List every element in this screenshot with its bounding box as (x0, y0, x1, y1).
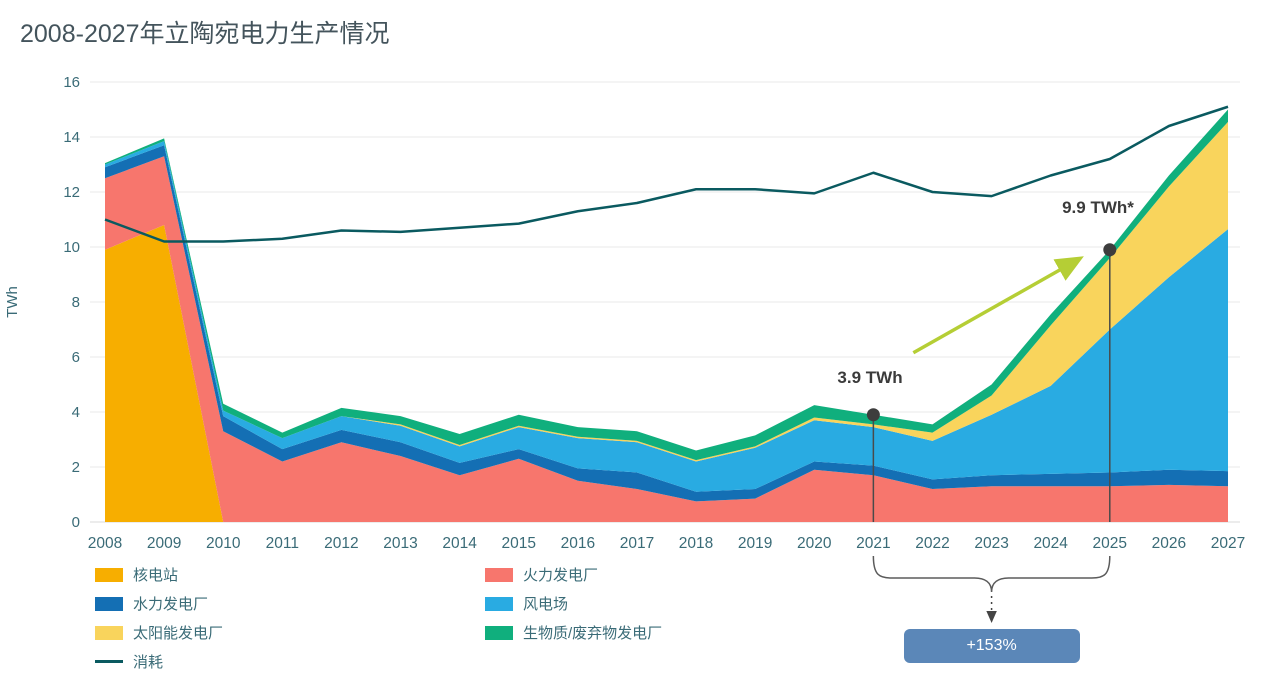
y-tick-label: 10 (63, 239, 80, 256)
legend-label: 生物质/废弃物发电厂 (523, 625, 663, 642)
x-tick-label: 2021 (856, 535, 890, 552)
x-tick-label: 2022 (915, 535, 949, 552)
legend-item: 太阳能发电厂 (95, 618, 485, 647)
x-tick-label: 2023 (974, 535, 1008, 552)
legend-label: 太阳能发电厂 (133, 625, 224, 642)
legend-row: 水力发电厂 风电场 (95, 589, 875, 618)
x-tick-label: 2010 (206, 535, 241, 552)
area-series-3 (105, 141, 1228, 492)
y-tick-label: 8 (72, 294, 80, 311)
x-tick-label: 2011 (266, 535, 299, 552)
y-tick-label: 16 (63, 74, 80, 91)
legend-label: 水力发电厂 (133, 596, 209, 613)
legend-item: 核电站 (95, 560, 485, 589)
x-tick-label: 2024 (1033, 535, 1068, 552)
growth-arrow (912, 256, 1084, 355)
legend-label: 核电站 (133, 567, 179, 584)
x-tick-label: 2025 (1093, 535, 1127, 552)
y-tick-label: 12 (63, 184, 80, 201)
y-tick-label: 0 (72, 514, 80, 531)
legend-swatch (95, 625, 123, 640)
legend-swatch (485, 596, 513, 611)
legend-item: 火力发电厂 (485, 560, 875, 589)
legend-swatch (95, 660, 123, 663)
x-tick-label: 2015 (501, 535, 535, 552)
y-tick-label: 14 (63, 129, 80, 146)
annotation-2021-value: 3.9 TWh (837, 368, 903, 387)
x-tick-label: 2019 (738, 535, 772, 552)
marker-2025-dot (1103, 243, 1117, 257)
chart-legend: 核电站 火力发电厂水力发电厂 风电场太阳能发电厂 生物质/废弃物发电厂消耗 (95, 560, 875, 676)
x-tick-label: 2009 (147, 535, 181, 552)
y-tick-label: 6 (72, 349, 80, 366)
growth-percentage-badge: +153% (903, 629, 1080, 663)
legend-label: 消耗 (133, 654, 164, 671)
x-tick-label: 2016 (561, 535, 595, 552)
consumption-line (104, 105, 1229, 243)
legend-row: 太阳能发电厂 生物质/废弃物发电厂 (95, 618, 875, 647)
marker-2021-dot (866, 408, 880, 422)
range-bracket (872, 555, 1111, 593)
legend-swatch (485, 567, 513, 582)
x-tick-label: 2027 (1211, 535, 1245, 552)
y-tick-label: 4 (72, 404, 80, 421)
x-tick-label: 2013 (383, 535, 417, 552)
annotation-2025-value: 9.9 TWh* (1062, 198, 1134, 217)
x-tick-label: 2018 (679, 535, 713, 552)
legend-item: 生物质/废弃物发电厂 (485, 618, 875, 647)
legend-swatch (485, 625, 513, 640)
page-title: 2008-2027年立陶宛电力生产情况 (20, 20, 390, 48)
y-axis-title: TWh (4, 286, 21, 318)
x-tick-label: 2012 (324, 535, 358, 552)
legend-item: 消耗 (95, 647, 485, 676)
legend-item: 水力发电厂 (95, 589, 485, 618)
legend-row: 核电站 火力发电厂 (95, 560, 875, 589)
legend-swatch (95, 596, 123, 611)
legend-swatch (95, 567, 123, 582)
y-tick-label: 2 (72, 459, 80, 476)
legend-label: 火力发电厂 (523, 567, 599, 584)
x-tick-label: 2017 (620, 535, 654, 552)
area-series-1 (105, 156, 1228, 522)
legend-label: 风电场 (523, 596, 569, 613)
legend-row: 消耗 (95, 647, 875, 676)
x-tick-label: 2026 (1152, 535, 1186, 552)
x-tick-label: 2008 (88, 535, 122, 552)
x-tick-label: 2014 (442, 535, 477, 552)
x-tick-label: 2020 (797, 535, 832, 552)
legend-item: 风电场 (485, 589, 875, 618)
